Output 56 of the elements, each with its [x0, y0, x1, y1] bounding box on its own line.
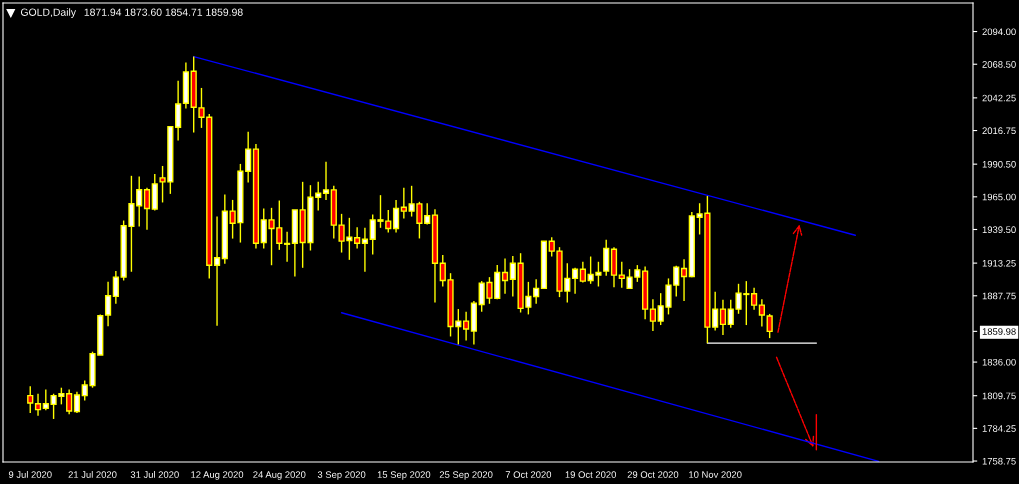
candlestick [283, 231, 291, 263]
candlestick [66, 388, 73, 416]
candlestick [104, 281, 112, 328]
candlestick [112, 270, 119, 305]
candlestick [322, 161, 330, 201]
candlestick [579, 261, 586, 284]
y-tick-label: 1859.98 [982, 328, 1016, 335]
candlestick [73, 390, 81, 414]
candlestick [766, 313, 773, 339]
candlestick [649, 298, 657, 332]
y-tick-label: 1758.75 [982, 457, 1016, 465]
candlestick [27, 385, 34, 414]
y-tick-label: 1965.00 [982, 193, 1016, 201]
x-tick-label: 12 Aug 2020 [191, 471, 244, 480]
y-tick-label: 1887.75 [982, 292, 1016, 300]
candlestick [758, 298, 765, 328]
y-tick-label: 2094.00 [982, 28, 1016, 36]
y-tick-label: 2042.25 [982, 94, 1016, 102]
y-tick-label: 1836.00 [982, 358, 1016, 366]
candlestick [463, 311, 470, 342]
candlestick [34, 393, 42, 417]
x-tick-label: 9 Jul 2020 [8, 471, 52, 478]
y-tick-label: 1784.25 [982, 425, 1016, 432]
candlestick [400, 187, 407, 220]
x-tick-label: 7 Oct 2020 [505, 471, 552, 478]
x-tick-label: 24 Aug 2020 [253, 471, 306, 480]
y-tick-label: 2068.50 [982, 61, 1016, 68]
candlestick [603, 239, 610, 277]
candlestick [175, 79, 182, 142]
x-tick-label: 31 Jul 2020 [130, 471, 179, 478]
y-tick-label: 1913.25 [982, 259, 1016, 267]
y-tick-label: 1809.75 [982, 392, 1016, 400]
y-tick-label: 2016.75 [982, 127, 1016, 135]
x-tick-label: 29 Oct 2020 [627, 471, 679, 478]
candlestick [143, 187, 151, 231]
y-tick-label: 1939.50 [982, 226, 1016, 233]
candlestick [533, 278, 540, 305]
x-tick-label: 10 Nov 2020 [689, 471, 742, 478]
candlestick [750, 287, 758, 311]
x-tick-label: 15 Sep 2020 [377, 471, 431, 480]
candlestick [213, 215, 221, 327]
candlestick [392, 199, 400, 234]
candlestick [571, 267, 579, 295]
candlestick [245, 131, 252, 184]
candlestick [501, 257, 509, 295]
y-tick-label: 1990.50 [982, 160, 1016, 168]
candlestick [361, 227, 369, 273]
chart-title: GOLD,Daily [20, 8, 77, 18]
x-tick-label: 3 Sep 2020 [317, 471, 366, 480]
x-tick-label: 21 Jul 2020 [68, 471, 117, 478]
candlestick [680, 258, 688, 302]
x-tick-label: 25 Sep 2020 [439, 471, 493, 480]
candlestick [719, 299, 727, 336]
candlestick [354, 226, 361, 250]
x-tick-label: 19 Oct 2020 [565, 471, 616, 478]
chart-subtitle: 1871.94 1873.60 1854.71 1859.98 [84, 8, 243, 16]
